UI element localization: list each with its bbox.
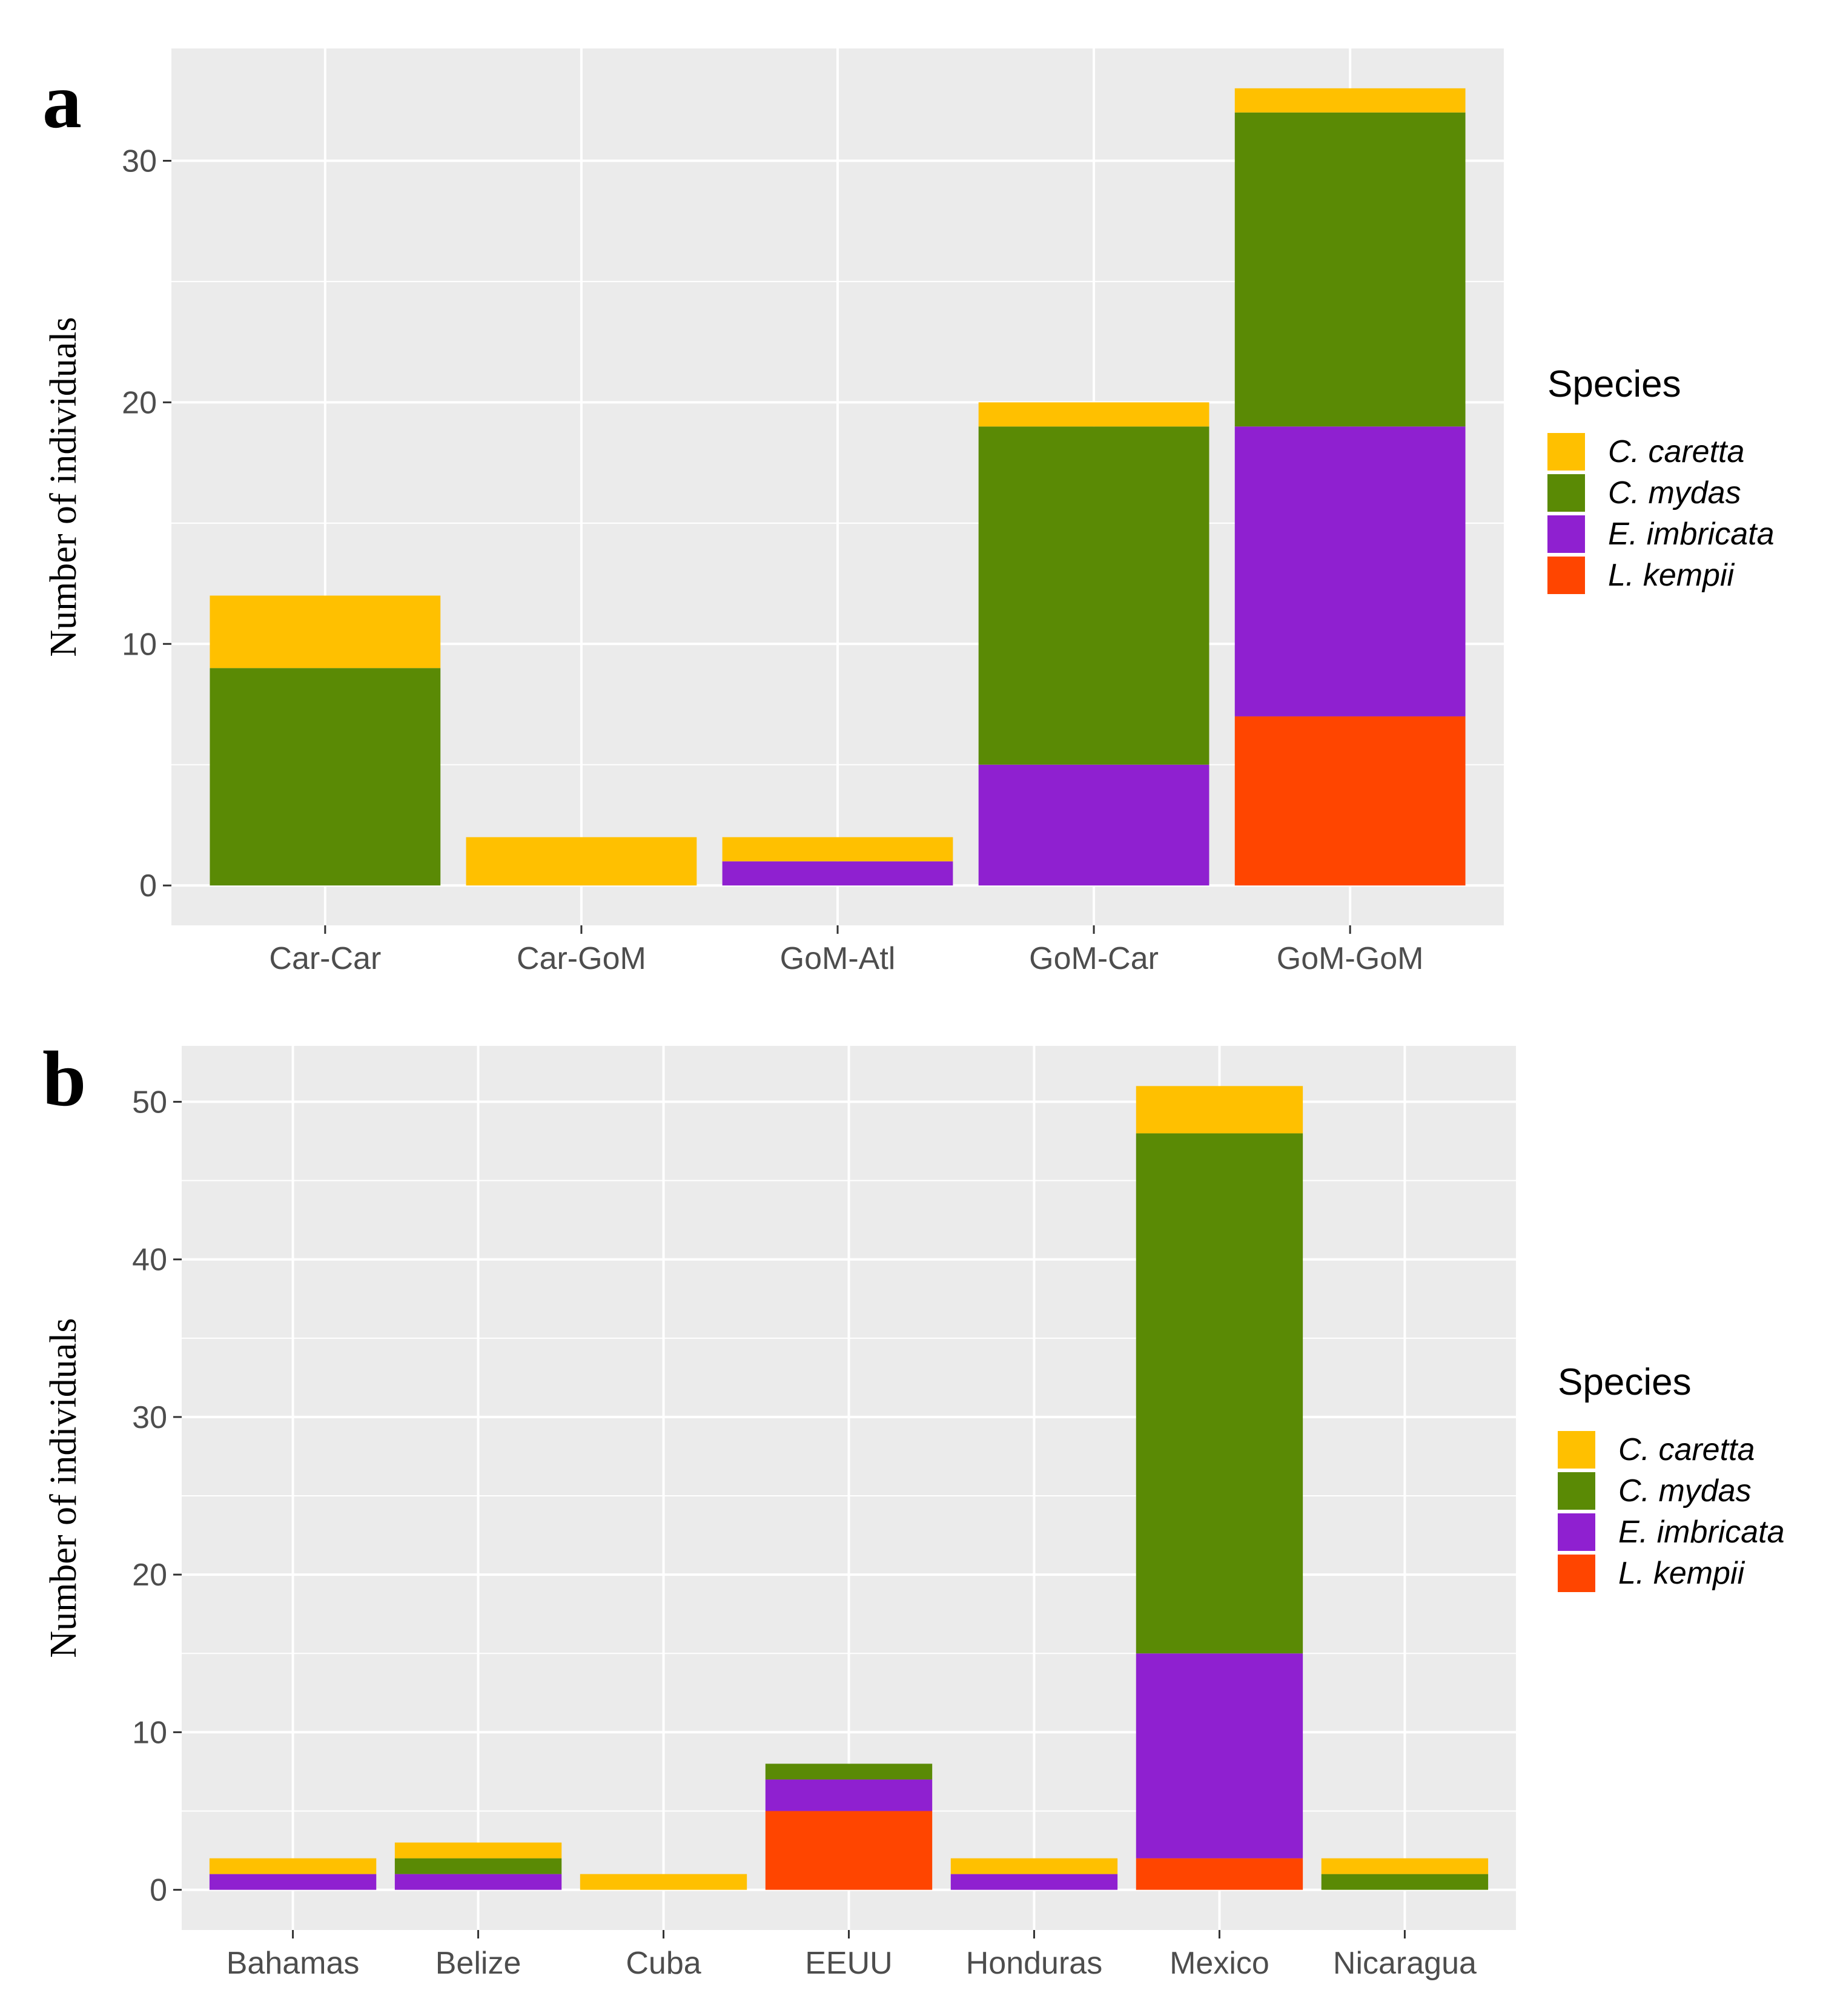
legend: Species C. caretta C. mydas E. imbricata L. … [1547, 363, 1775, 594]
x-tick-label: Cuba [626, 1946, 701, 1981]
bar-belize-c-mydas [394, 1858, 562, 1874]
bar-nicaragua-c-caretta [1321, 1858, 1489, 1874]
panel-label: b [42, 1036, 86, 1123]
x-tick-label: Car-Car [269, 941, 381, 976]
legend-label: L. kempii [1618, 1556, 1745, 1591]
x-tick-label: Car-GoM [517, 941, 646, 976]
legend-label: C. mydas [1618, 1473, 1752, 1509]
legend: Species C. caretta C. mydas E. imbricata L. … [1558, 1361, 1785, 1592]
legend-label: E. imbricata [1608, 517, 1775, 552]
y-axis-title: Number of individuals [43, 317, 84, 656]
x-tick-label: Honduras [966, 1946, 1102, 1981]
bar-belize-c-caretta [394, 1842, 562, 1859]
y-tick-label: 10 [132, 1715, 167, 1750]
y-tick-label: 20 [132, 1558, 167, 1593]
bar-honduras-c-caretta [950, 1858, 1118, 1874]
bar-gom-gom-e-imbricata [1234, 426, 1466, 716]
bar-gom-gom-l-kempii [1234, 716, 1466, 886]
legend-swatch [1547, 515, 1585, 553]
y-axis-title: Number of individuals [43, 1318, 84, 1657]
bar-honduras-e-imbricata [950, 1874, 1118, 1890]
bar-nicaragua-c-mydas [1321, 1874, 1489, 1890]
legend-label: C. caretta [1608, 434, 1744, 469]
bar-belize-e-imbricata [394, 1874, 562, 1890]
legend-label: E. imbricata [1618, 1515, 1785, 1550]
bar-mexico-c-mydas [1136, 1133, 1303, 1654]
bar-gom-car-e-imbricata [978, 764, 1209, 886]
x-tick-label: GoM-Car [1029, 941, 1159, 976]
bar-gom-atl-e-imbricata [722, 861, 953, 886]
x-tick-label: EEUU [805, 1946, 892, 1981]
y-tick-label: 30 [122, 144, 157, 179]
y-tick-label: 0 [139, 868, 157, 904]
y-tick-label: 40 [132, 1243, 167, 1278]
panel-b: 0 10 20 30 40 50 Bahamas Belize Cuba EEUU Honduras… [42, 1036, 1785, 1981]
bar-car-car-c-mydas [210, 668, 441, 886]
y-tick-label: 10 [122, 627, 157, 662]
legend-title: Species [1558, 1361, 1692, 1403]
legend-swatch [1547, 557, 1585, 594]
bar-mexico-l-kempii [1136, 1858, 1303, 1890]
bar-eeuu-e-imbricata [765, 1779, 933, 1811]
bar-eeuu-l-kempii [765, 1811, 933, 1890]
bar-gom-car-c-mydas [978, 426, 1209, 765]
x-tick-label: GoM-GoM [1277, 941, 1424, 976]
bar-car-car-c-caretta [210, 595, 441, 669]
legend-swatch [1558, 1513, 1595, 1551]
y-tick-label: 50 [132, 1085, 167, 1120]
panel-a: 0 10 20 30 Car-Car Car-GoM GoM-Atl GoM-Car GoM-G… [42, 48, 1775, 976]
bar-eeuu-c-mydas [765, 1763, 933, 1780]
y-tick-label: 30 [132, 1400, 167, 1435]
bar-car-gom-c-caretta [466, 837, 697, 886]
bar-gom-gom-c-caretta [1234, 88, 1466, 113]
panel-label: a [42, 58, 82, 145]
bar-gom-atl-c-caretta [722, 837, 953, 862]
legend-label: C. caretta [1618, 1432, 1755, 1467]
y-tick-label: 20 [122, 385, 157, 420]
bar-cuba-c-caretta [580, 1874, 747, 1890]
y-tick-label: 0 [150, 1873, 167, 1908]
legend-swatch [1547, 433, 1585, 471]
x-tick-label: Nicaragua [1333, 1946, 1477, 1981]
x-tick-label: Bahamas [227, 1946, 360, 1981]
x-tick-label: Mexico [1170, 1946, 1269, 1981]
x-tick-label: Belize [435, 1946, 521, 1981]
legend-label: C. mydas [1608, 475, 1741, 511]
bar-mexico-c-caretta [1136, 1086, 1303, 1134]
legend-swatch [1558, 1472, 1595, 1510]
legend-swatch [1558, 1431, 1595, 1469]
bar-bahamas-c-caretta [209, 1858, 377, 1874]
x-tick-label: GoM-Atl [780, 941, 896, 976]
legend-title: Species [1547, 363, 1681, 405]
bar-mexico-e-imbricata [1136, 1653, 1303, 1859]
bar-gom-gom-c-mydas [1234, 112, 1466, 427]
bar-gom-car-c-caretta [978, 402, 1209, 427]
legend-swatch [1558, 1555, 1595, 1592]
legend-swatch [1547, 474, 1585, 512]
legend-label: L. kempii [1608, 558, 1735, 593]
bar-bahamas-e-imbricata [209, 1874, 377, 1890]
